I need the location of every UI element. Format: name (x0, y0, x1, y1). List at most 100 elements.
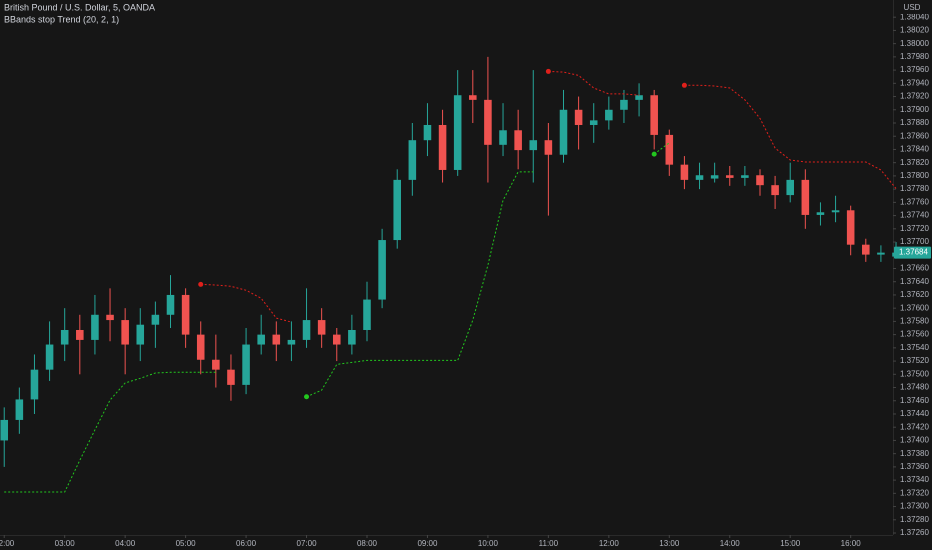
x-tick-label: 06:00 (236, 539, 257, 548)
y-tick-label: 1.37760 (900, 197, 929, 206)
x-tick-label: 02:00 (0, 539, 15, 548)
y-tick-label: 1.37660 (900, 264, 929, 273)
candle-body (272, 334, 281, 345)
candle-body (181, 294, 190, 335)
candle-body (91, 314, 99, 340)
candle-body (423, 124, 432, 141)
y-tick-label: 1.37300 (900, 502, 929, 511)
y-tick-label: 1.38000 (900, 39, 929, 48)
y-tick-label: 1.37380 (900, 449, 929, 458)
candle-body (408, 140, 417, 180)
y-tick-label: 1.37780 (900, 184, 929, 193)
candle-body (499, 130, 507, 145)
x-tick-label: 05:00 (176, 539, 197, 548)
candle-body (589, 120, 598, 125)
candle-body (544, 140, 553, 155)
candle-body (484, 99, 492, 145)
y-tick-label: 1.37520 (900, 356, 929, 365)
candle-body (76, 329, 84, 340)
axes: 1.37260 1.37280 1.37300 1.37320 1.37340 1.373… (0, 12, 931, 548)
x-tick-label: 03:00 (55, 539, 76, 548)
candle-body (0, 419, 9, 441)
candle-body (136, 324, 145, 345)
candle-body (786, 179, 794, 196)
candle-body (196, 334, 205, 360)
candle-body (302, 320, 311, 340)
candle-body (166, 294, 175, 315)
candle-body (846, 210, 855, 245)
x-tick-label: 09:00 (417, 539, 438, 548)
y-tick-label: 1.37260 (900, 528, 929, 537)
y-tick-label: 1.37400 (900, 436, 929, 445)
candle-body (151, 314, 160, 325)
indicator-start-dot (651, 151, 657, 157)
candle-body (15, 399, 24, 420)
indicator-start-dot (545, 68, 551, 74)
x-tick-label: 13:00 (659, 539, 680, 548)
candle-body (665, 134, 674, 165)
last-price-label: 1.37684 (899, 248, 928, 257)
candle-body (212, 359, 220, 370)
candle-body (529, 140, 538, 151)
x-tick-label: 14:00 (720, 539, 741, 548)
y-tick-label: 1.37700 (900, 237, 929, 246)
x-tick-label: 16:00 (841, 539, 862, 548)
x-tick-label: 15:00 (780, 539, 801, 548)
x-tick-label: 10:00 (478, 539, 499, 548)
y-tick-label: 1.37360 (900, 462, 929, 471)
y-tick-label: 1.37620 (900, 290, 929, 299)
y-tick-label: 1.37280 (900, 515, 929, 524)
candle-body (106, 314, 114, 321)
candle-body (877, 252, 885, 255)
candle-body (317, 320, 326, 335)
y-tick-label: 1.37920 (900, 92, 929, 101)
y-tick-label: 1.37340 (900, 475, 929, 484)
candle-body (332, 334, 341, 345)
candle-body (60, 329, 69, 345)
x-tick-label: 08:00 (357, 539, 378, 548)
y-tick-label: 1.37840 (900, 145, 929, 154)
candle-body (725, 175, 734, 178)
indicator-start-dot (198, 281, 204, 287)
candle-body (514, 130, 522, 151)
candle-body (45, 344, 54, 370)
y-tick-label: 1.37960 (900, 65, 929, 74)
indicator-label: BBands stop Trend (20, 2, 1) (4, 14, 119, 24)
candle-body (559, 109, 568, 155)
candle-body (469, 95, 477, 100)
indicator-line (200, 70, 897, 323)
x-tick-label: 04:00 (115, 539, 136, 548)
y-tick-label: 1.37540 (900, 343, 929, 352)
candle-body (756, 175, 764, 186)
candle-body (574, 109, 583, 125)
x-tick-label: 07:00 (297, 539, 318, 548)
y-tick-label: 1.37480 (900, 383, 929, 392)
indicator-line (4, 142, 670, 493)
candle-body (710, 175, 719, 179)
currency-label: USD (904, 3, 921, 12)
x-tick-label: 12:00 (599, 539, 620, 548)
chart-title: British Pound / U.S. Dollar, 5, OANDA (4, 2, 155, 12)
y-tick-label: 1.37940 (900, 78, 929, 87)
y-tick-label: 1.37860 (900, 131, 929, 140)
y-tick-label: 1.37500 (900, 369, 929, 378)
y-tick-label: 1.37800 (900, 171, 929, 180)
candle-body (363, 299, 371, 330)
plot-area (0, 56, 900, 493)
indicator-start-dot (304, 394, 310, 400)
candle-body (635, 95, 643, 100)
y-tick-label: 1.37880 (900, 118, 929, 127)
y-tick-label: 1.38020 (900, 26, 929, 35)
y-tick-label: 1.37320 (900, 488, 929, 497)
candle-body (695, 175, 704, 180)
y-tick-label: 1.37440 (900, 409, 929, 418)
y-tick-label: 1.37740 (900, 211, 929, 220)
y-tick-label: 1.37640 (900, 277, 929, 286)
candle-body (862, 244, 870, 255)
candle-body (393, 179, 402, 241)
candle-body (30, 369, 39, 400)
candle-body (378, 240, 386, 300)
y-tick-label: 1.37720 (900, 224, 929, 233)
candle-body (620, 99, 628, 110)
